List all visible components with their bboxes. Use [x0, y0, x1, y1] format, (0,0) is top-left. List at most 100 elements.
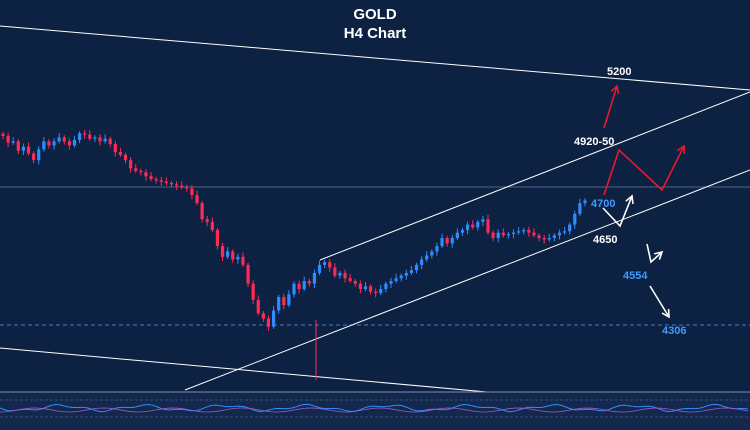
- indicator-line-blue: [0, 403, 749, 413]
- candle-body: [108, 138, 112, 145]
- channel-lower-line: [184, 169, 750, 391]
- candle-body: [200, 203, 204, 220]
- candle-body: [527, 229, 531, 233]
- candle-body: [297, 283, 301, 290]
- candle-body: [552, 235, 556, 239]
- candle-body: [501, 232, 505, 236]
- candle-body: [37, 149, 41, 161]
- candle-body: [414, 264, 419, 271]
- candle-body: [154, 178, 158, 181]
- candle-body: [547, 238, 551, 240]
- candle-body: [236, 256, 240, 260]
- candle-body: [542, 238, 546, 240]
- candle-body: [6, 136, 10, 143]
- candle-body: [169, 182, 174, 185]
- candle-body: [328, 262, 332, 268]
- candle-body: [67, 141, 71, 146]
- candle-body: [11, 141, 15, 143]
- candle-body: [440, 238, 444, 247]
- projection-arrow-4554: [646, 243, 663, 264]
- candle-body: [368, 286, 373, 292]
- candle-body: [256, 299, 260, 314]
- candle-body: [338, 272, 342, 276]
- candle-body: [435, 246, 439, 252]
- candle-body: [302, 280, 306, 290]
- candle-body: [317, 264, 322, 273]
- channel-upper-line: [319, 91, 750, 261]
- candle-body: [348, 278, 352, 281]
- candle-body: [190, 188, 194, 196]
- projection-arrow-5200: [603, 85, 618, 129]
- projection-arrow-4700: [602, 195, 633, 228]
- candle-body: [180, 185, 184, 188]
- candle-body: [404, 272, 408, 276]
- candle-body: [394, 278, 398, 281]
- candle-body: [220, 246, 225, 257]
- candle-body: [215, 229, 220, 247]
- candle-body: [374, 291, 378, 294]
- candle-body: [292, 283, 296, 295]
- candle-body: [118, 152, 123, 155]
- level-label-4306: 4306: [662, 325, 687, 337]
- candle-body: [460, 229, 465, 233]
- candle-body: [57, 137, 61, 142]
- candle-body: [185, 187, 189, 189]
- level-label-4920-50: 4920-50: [574, 136, 615, 148]
- candle-body: [522, 229, 526, 232]
- candle-body: [476, 221, 480, 228]
- candle-body: [251, 283, 255, 300]
- level-label-4554: 4554: [623, 270, 648, 282]
- candle-body: [83, 133, 87, 135]
- candle-body: [568, 224, 572, 232]
- candle-body: [358, 283, 362, 290]
- trendline-lower-descending: [0, 347, 521, 396]
- candle-body: [261, 313, 265, 319]
- candle-body: [42, 141, 46, 150]
- candle-body: [491, 232, 495, 239]
- candle-body: [271, 310, 276, 327]
- candle-body: [471, 224, 475, 228]
- projection-arrow-4920: [603, 145, 685, 196]
- level-label-4700: 4700: [591, 198, 616, 210]
- candle-body: [195, 195, 199, 204]
- projection-arrow-4554-head: [654, 250, 664, 260]
- candle-body: [62, 137, 66, 142]
- candle-body: [384, 283, 388, 290]
- indicator-panel: [0, 392, 750, 430]
- chart-subtitle: H4 Chart: [343, 25, 407, 42]
- candle-body: [103, 138, 107, 142]
- candle-body: [445, 238, 449, 244]
- candle-body: [226, 251, 230, 257]
- trendline-upper-descending: [0, 25, 750, 91]
- candle-body: [174, 184, 179, 186]
- candle-body: [149, 176, 153, 179]
- candle-body: [287, 294, 291, 306]
- candle-body: [144, 172, 148, 177]
- candle-body: [430, 251, 434, 256]
- candle-body: [557, 232, 562, 236]
- candle-body: [134, 168, 138, 171]
- level-label-4650: 4650: [593, 234, 618, 246]
- candle-body: [16, 141, 20, 151]
- candle-body: [52, 141, 56, 146]
- candle-body: [1, 133, 5, 137]
- candle-body: [123, 154, 128, 161]
- candle-body: [72, 140, 77, 146]
- projection-arrow-4306-head: [661, 308, 670, 319]
- level-label-5200: 5200: [607, 66, 632, 78]
- candle-body: [113, 144, 117, 153]
- candle-body: [88, 134, 92, 139]
- chart-title: GOLD: [353, 6, 397, 23]
- candle-body: [389, 280, 393, 284]
- candle-body: [205, 219, 209, 222]
- candle-body: [21, 146, 26, 151]
- candle-body: [420, 259, 424, 265]
- candle-body: [26, 146, 31, 154]
- indicator-line-purple: [0, 407, 749, 413]
- candle-body: [307, 280, 311, 284]
- candle-body: [481, 219, 485, 222]
- projection-arrow-4700-head: [625, 194, 634, 205]
- candle-body: [517, 231, 521, 233]
